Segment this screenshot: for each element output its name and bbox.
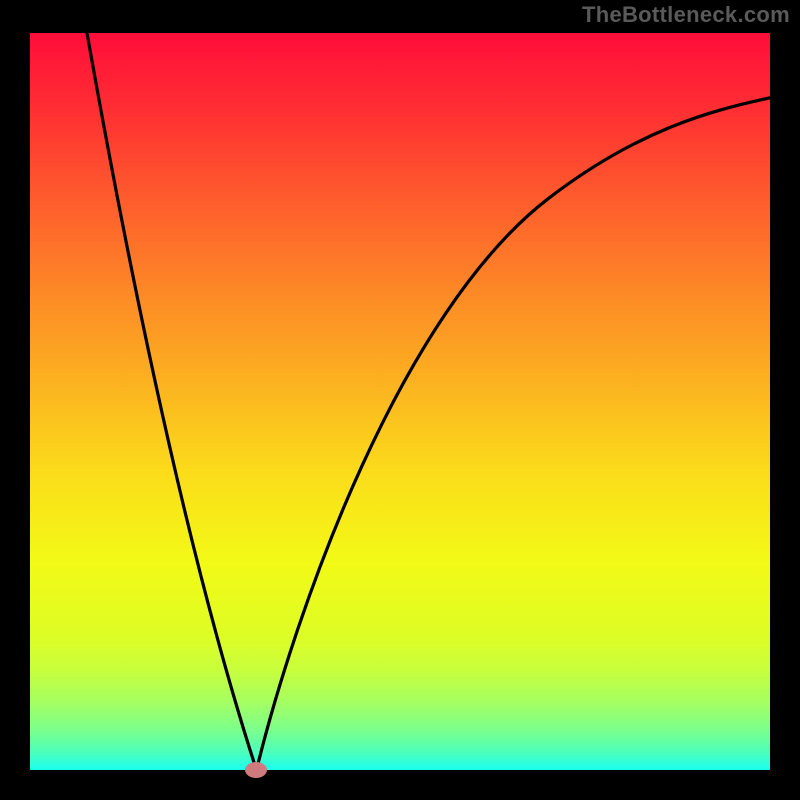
minimum-marker	[245, 762, 267, 778]
chart-frame: TheBottleneck.com	[0, 0, 800, 800]
watermark-text: TheBottleneck.com	[582, 2, 790, 28]
curve-path	[87, 33, 770, 770]
plot-area	[30, 33, 770, 770]
bottleneck-curve	[30, 33, 770, 770]
